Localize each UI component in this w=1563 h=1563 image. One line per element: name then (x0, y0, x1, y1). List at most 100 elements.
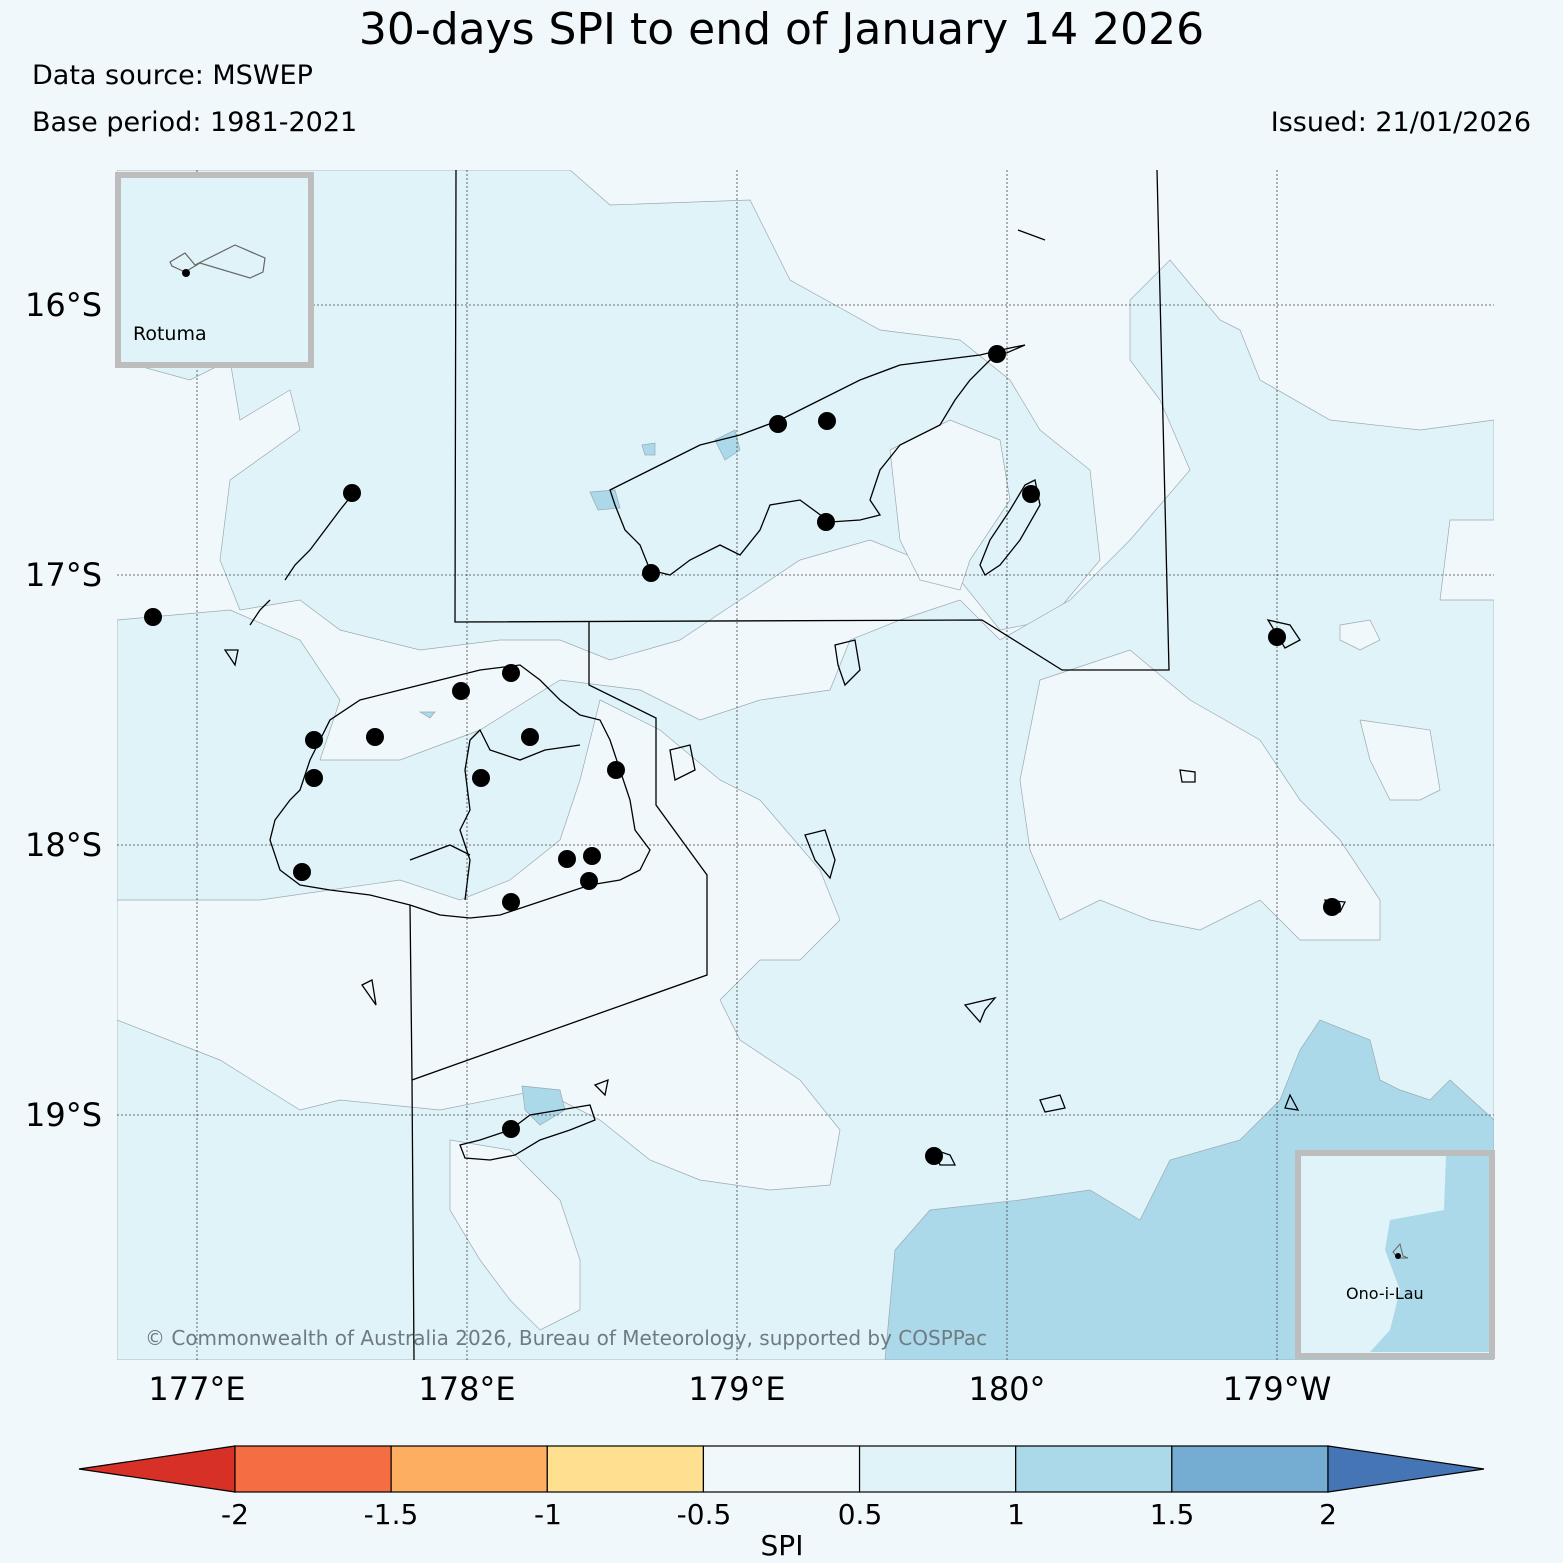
longitude-labels: 177°E 178°E 179°E 180° 179°W (148, 1370, 1331, 1408)
station-marker (502, 664, 520, 682)
northern-division-boundary (454, 170, 1170, 671)
lat-label-19s: 19°S (25, 1096, 102, 1134)
ono-i-lau-inset: Ono-i-Lau (1295, 1150, 1495, 1359)
lau-island-3 (804, 829, 836, 880)
lat-label-16s: 16°S (25, 286, 102, 324)
station-marker (925, 1147, 943, 1165)
ono-i-lau-inset-label: Ono-i-Lau (1346, 1284, 1424, 1303)
central-western-boundary (409, 904, 413, 1081)
lon-label-179w: 179°W (1223, 1370, 1332, 1408)
rotuma-island-outline (169, 244, 266, 279)
spi-normal-pocket-east (1019, 649, 1381, 941)
station-marker (472, 769, 490, 787)
station-marker (521, 728, 539, 746)
issued-date-label: Issued: 21/01/2026 (1270, 107, 1531, 138)
colorbar-segment (702, 1445, 861, 1493)
yasawa-chain (249, 494, 353, 626)
rotuma-inset-label: Rotuma (133, 323, 207, 345)
lat-label-18s: 18°S (25, 826, 102, 864)
latitude-labels: 16°S 17°S 18°S 19°S (25, 286, 102, 1134)
lau-island-6 (1179, 769, 1196, 783)
ono-i-lau-station-marker (1395, 1253, 1401, 1259)
colorbar-tick-label: 1 (1007, 1498, 1025, 1531)
station-marker (144, 608, 162, 626)
base-period-label: Base period: 1981-2021 (32, 107, 358, 138)
station-marker (305, 769, 323, 787)
station-marker (366, 728, 384, 746)
map-title: 30-days SPI to end of January 14 2026 (358, 4, 1205, 55)
colorbar-segment (858, 1445, 1017, 1493)
spi-colorbar (78, 1445, 1485, 1493)
station-markers (144, 345, 1341, 1165)
vanua-levu-coast (609, 344, 1026, 576)
spi-normal-pocket-fm (1339, 619, 1381, 651)
spi-colorbar-ticks: -2 -1.5 -1 -0.5 0.5 1 1.5 2 (221, 1498, 1337, 1531)
lon-label-178e: 178°E (418, 1370, 515, 1408)
division-boundaries (409, 170, 1170, 1360)
station-marker (817, 513, 835, 531)
lau-island-10 (361, 979, 377, 1006)
station-marker (452, 682, 470, 700)
rotuma-station-marker (182, 269, 190, 277)
lon-label-179e: 179°E (688, 1370, 785, 1408)
colorbar-tick-label: 2 (1319, 1498, 1337, 1531)
station-marker (502, 893, 520, 911)
station-marker (502, 1120, 520, 1138)
spi-wet-region-north (117, 170, 1101, 661)
station-marker (1268, 628, 1286, 646)
data-source-label: Data source: MSWEP (32, 60, 313, 91)
colorbar-tick-label: -1.5 (364, 1498, 419, 1531)
station-marker (988, 345, 1006, 363)
lau-island-13 (1284, 1093, 1300, 1111)
spi-normal-pocket-vanua (889, 419, 1011, 591)
station-marker (305, 731, 323, 749)
lon-label-180: 180° (968, 1370, 1045, 1408)
spi-wetter-patch-4 (641, 442, 656, 456)
lau-island-2 (669, 744, 696, 781)
spi-normal-pocket-mid (117, 699, 841, 1191)
lau-island-1 (834, 639, 861, 687)
station-marker (769, 415, 787, 433)
colorbar-extend-high (1327, 1445, 1485, 1493)
colorbar-segment (390, 1445, 548, 1493)
station-marker (818, 412, 836, 430)
lon-label-177e: 177°E (148, 1370, 245, 1408)
station-marker (343, 484, 361, 502)
gridlines (117, 170, 1494, 1360)
map-panel (117, 170, 1494, 1360)
station-marker (583, 847, 601, 865)
lau-island-4 (963, 996, 997, 1024)
western-division-boundary (411, 622, 708, 1360)
lau-island-12 (1017, 229, 1046, 241)
colorbar-segment (1015, 1445, 1173, 1493)
ono-i-lau-wet-region (1370, 1156, 1489, 1352)
spi-wetter-patch-3 (589, 489, 621, 511)
station-marker (580, 872, 598, 890)
viti-levu-province-lines (409, 728, 581, 901)
colorbar-label: SPI (761, 1529, 804, 1562)
colorbar-tick-label: -2 (221, 1498, 249, 1531)
viti-levu-coast (269, 664, 651, 919)
colorbar-segment (1171, 1445, 1329, 1493)
colorbar-extend-low (78, 1445, 236, 1493)
station-marker (642, 564, 660, 582)
lat-label-17s: 17°S (25, 556, 102, 594)
lau-island-14 (223, 649, 239, 667)
colorbar-tick-label: 1.5 (1150, 1498, 1195, 1531)
spi-normal-pocket-northeast (1359, 719, 1441, 801)
colorbar-tick-label: 0.5 (838, 1498, 883, 1531)
colorbar-tick-label: -1 (534, 1498, 562, 1531)
station-marker (558, 850, 576, 868)
lau-island-5 (1039, 1094, 1066, 1113)
spi-wetter-patch-5 (418, 711, 436, 719)
rotuma-inset-frame (115, 172, 314, 368)
spi-normal-pocket-south (449, 1139, 581, 1331)
colorbar-tick-label: -0.5 (677, 1498, 732, 1531)
station-marker (607, 761, 625, 779)
colorbar-segment (234, 1445, 392, 1493)
lau-island-9 (593, 1078, 609, 1097)
spi-wetter-patch-2 (714, 429, 741, 461)
colorbar-segment (546, 1445, 705, 1493)
copyright-notice: © Commonwealth of Australia 2026, Bureau… (145, 1326, 987, 1350)
